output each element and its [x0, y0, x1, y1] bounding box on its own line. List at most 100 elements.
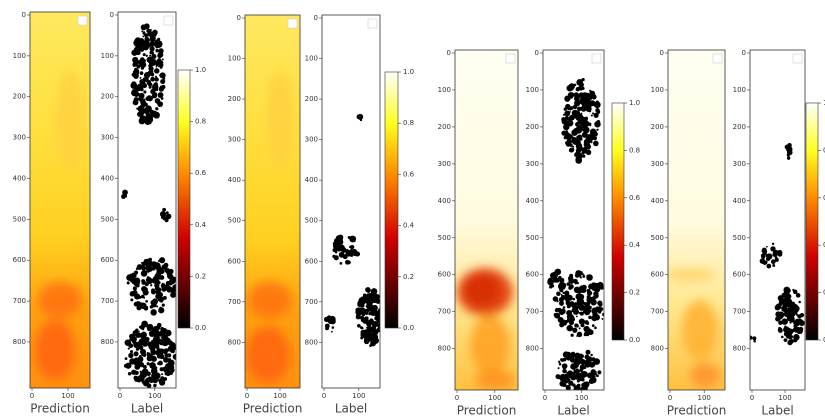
prediction-hotspots [246, 70, 294, 383]
mask-blob [560, 358, 564, 362]
mask-blob [150, 69, 154, 73]
mask-blob [144, 259, 147, 262]
y-tick-label: 400 [13, 174, 26, 182]
mask-blob [373, 298, 378, 302]
mask-blob [127, 347, 130, 350]
mask-blob [574, 152, 580, 158]
mask-blob [140, 262, 143, 264]
mask-blob [142, 341, 148, 347]
mask-blob [364, 329, 369, 334]
mask-blob [147, 31, 153, 37]
mask-blob [139, 47, 145, 52]
mask-blob [576, 79, 584, 86]
prediction-frame [29, 11, 91, 389]
y-tick-label: 300 [733, 160, 746, 168]
mask-blob [376, 313, 380, 317]
mask-blob [150, 73, 153, 76]
y-tick-label: 500 [101, 215, 114, 223]
mask-blob [579, 276, 582, 279]
mask-blob [157, 51, 164, 58]
mask-blob [568, 83, 575, 90]
mask-blob [775, 311, 782, 318]
legend-box [591, 53, 602, 64]
y-tick-label: 100 [13, 52, 26, 60]
mask-blob [333, 255, 339, 261]
mask-blob [163, 262, 169, 268]
mask-blob [591, 296, 596, 301]
y-tick-label: 500 [305, 217, 318, 225]
mask-blob [148, 85, 152, 89]
mask-blob [578, 318, 585, 325]
mask-blob [380, 307, 382, 309]
mask-blob [139, 345, 143, 349]
mask-blob [574, 356, 581, 364]
hotspot [248, 282, 292, 318]
mask-blob [795, 293, 801, 298]
mask-blob [135, 50, 141, 56]
mask-blob [564, 111, 567, 115]
mask-blob [325, 326, 330, 331]
mask-blob [154, 366, 158, 370]
y-tick-label: 700 [733, 308, 746, 316]
mask-blob [582, 365, 587, 370]
mask-blob [124, 339, 132, 347]
mask-blob [578, 119, 585, 126]
x-tick-label: 100 [698, 394, 711, 402]
mask-blob [150, 342, 156, 348]
prediction-hotspots [457, 268, 515, 390]
mask-blob [326, 315, 332, 321]
mask-blob [592, 375, 594, 378]
mask-blob [132, 289, 138, 295]
mask-blob [160, 336, 163, 339]
mask-blob [151, 289, 156, 294]
mask-blob [134, 364, 141, 370]
mask-blob [169, 286, 171, 288]
mask-blob [140, 296, 143, 299]
y-tick-label: 800 [305, 338, 318, 346]
mask-blob [589, 106, 592, 109]
mask-blob [793, 311, 798, 315]
mask-blob [793, 334, 800, 341]
prediction-frame [244, 14, 301, 389]
x-tick-label: 100 [352, 392, 365, 400]
x-tick-label: 0 [750, 394, 754, 402]
colorbar-tick-label: 0.8 [195, 118, 206, 126]
mask-blob [146, 28, 151, 33]
mask-blob [145, 337, 150, 342]
mask-blob [554, 308, 559, 313]
mask-blob [129, 350, 134, 354]
mask-blob [594, 326, 597, 330]
mask-blob [144, 118, 151, 125]
mask-blob [168, 280, 173, 286]
y-tick-label: 100 [101, 52, 114, 60]
mask-blob [132, 49, 136, 53]
mask-blob [588, 293, 591, 295]
mask-blob [799, 312, 805, 318]
label-frame [321, 14, 381, 389]
mask-blob [549, 272, 557, 280]
prediction-hotspots [668, 269, 720, 387]
mask-blob [566, 282, 571, 286]
y-tick-label: 300 [228, 136, 241, 144]
mask-blob [136, 64, 141, 69]
mask-blob [151, 61, 155, 64]
mask-blob [774, 256, 778, 259]
mask-blob [590, 369, 596, 375]
mask-blob [143, 60, 146, 63]
mask-blob [156, 58, 162, 64]
mask-blob [161, 58, 164, 61]
mask-blob [138, 295, 142, 299]
mask-blob [569, 135, 574, 139]
mask-blob [566, 132, 570, 136]
mask-blob [591, 324, 595, 328]
mask-blob [134, 57, 138, 61]
mask-blob [578, 353, 584, 359]
mask-blob [574, 139, 581, 146]
mask-blob [134, 344, 137, 348]
mask-blob [149, 29, 152, 32]
legend-box [287, 18, 298, 29]
y-tick-label: 300 [651, 160, 664, 168]
colorbar [805, 102, 819, 341]
mask-blob [155, 48, 159, 53]
